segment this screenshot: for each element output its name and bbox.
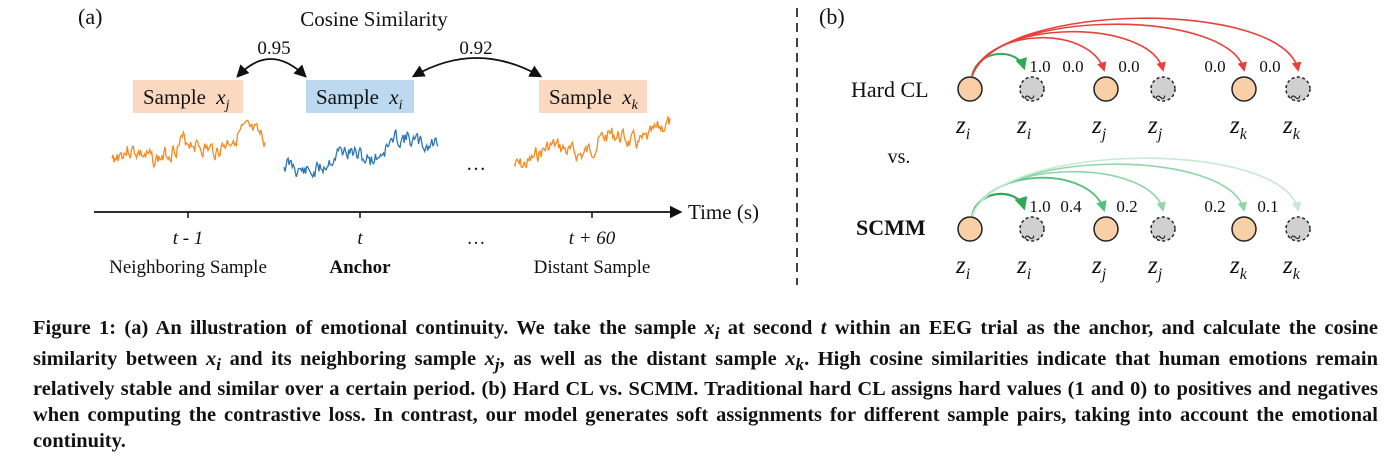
node-zk-aug [1285, 76, 1311, 102]
tick-label-right: t + 60 [569, 228, 616, 249]
node-zj [1093, 76, 1119, 102]
svg-text:~: ~ [1024, 87, 1035, 109]
scmm-arrow-zk-aug [971, 157, 1302, 217]
hard-value-2: 0.0 [1062, 57, 1083, 76]
svg-text:Sample xi: Sample xi [316, 85, 403, 113]
neighboring-sample-label: Neighboring Sample [109, 257, 267, 278]
node-zi [957, 216, 983, 242]
cosine-similarity-title: Cosine Similarity [300, 7, 448, 31]
scmm-nodes [957, 216, 1311, 242]
svg-text:Sample xj: Sample xj [143, 85, 230, 113]
scmm-value-4: 0.2 [1204, 197, 1225, 216]
scmm-value-3: 0.2 [1116, 197, 1137, 216]
svg-text:zk: zk [1229, 252, 1248, 283]
hard-arrows [971, 17, 1302, 77]
anchor-label: Anchor [329, 257, 391, 278]
figure-caption: Figure 1: (a) An illustration of emotion… [33, 317, 1378, 452]
node-zk [1231, 216, 1257, 242]
sample-i-box: Sample xi [306, 80, 414, 113]
node-zk-aug [1285, 216, 1311, 242]
node-zj-aug [1150, 76, 1176, 102]
svg-text:~: ~ [1290, 87, 1301, 109]
ellipsis-axis: … [467, 228, 486, 249]
svg-text:zj: zj [1091, 112, 1107, 143]
svg-text:zk: zk [1282, 252, 1301, 283]
tick-label-left: t - 1 [173, 228, 204, 249]
similarity-arc-left [236, 58, 307, 78]
sample-k-word: Sample [549, 85, 612, 109]
similarity-value-right: 0.92 [459, 38, 492, 59]
hard-value-4: 0.0 [1204, 57, 1225, 76]
node-zk [1231, 76, 1257, 102]
ellipsis-signals: … [466, 153, 486, 175]
node-zj-aug [1150, 216, 1176, 242]
eeg-signal-neighboring [111, 119, 266, 170]
similarity-arc-right [411, 57, 543, 78]
svg-text:zj: zj [1147, 252, 1163, 283]
hard-cl-label: Hard CL [851, 77, 929, 102]
scmm-node-labels: zi ~ zi zj ~ zj zk ~ zk [955, 227, 1301, 283]
hard-node-labels: zi ~ zi zj ~ zj zk ~ zk [955, 87, 1301, 143]
sample-i-word: Sample [316, 85, 379, 109]
svg-text:zi: zi [955, 112, 970, 143]
node-zi-aug [1019, 216, 1045, 242]
eeg-signal-anchor [283, 129, 439, 179]
svg-text:Sample xk: Sample xk [549, 85, 639, 113]
hard-value-5: 0.0 [1259, 57, 1280, 76]
hard-value-1: 1.0 [1029, 57, 1050, 76]
time-axis-label: Time (s) [688, 200, 759, 224]
sample-k-box: Sample xk [539, 80, 647, 113]
svg-text:~: ~ [1155, 227, 1166, 249]
svg-text:~: ~ [1290, 227, 1301, 249]
panel-a-label: (a) [78, 4, 102, 29]
svg-text:~: ~ [1024, 227, 1035, 249]
svg-text:zi: zi [1016, 252, 1031, 283]
hard-arrow-positive [971, 53, 1027, 77]
svg-text:zk: zk [1282, 112, 1301, 143]
node-zi [957, 76, 983, 102]
tick-label-mid: t [357, 228, 363, 249]
hard-arrow-zk-aug [971, 17, 1302, 77]
scmm-label: SCMM [856, 215, 926, 240]
scmm-arrow-positive [970, 192, 1028, 217]
svg-text:zj: zj [1091, 252, 1107, 283]
sample-j-word: Sample [143, 85, 206, 109]
node-zi-aug [1019, 76, 1045, 102]
svg-text:~: ~ [1155, 87, 1166, 109]
scmm-value-2: 0.4 [1060, 197, 1082, 216]
svg-text:zi: zi [1016, 112, 1031, 143]
similarity-value-left: 0.95 [257, 38, 290, 59]
distant-sample-label: Distant Sample [534, 257, 651, 278]
hard-value-3: 0.0 [1118, 57, 1139, 76]
svg-text:zj: zj [1147, 112, 1163, 143]
svg-text:zi: zi [955, 252, 970, 283]
node-zj [1093, 216, 1119, 242]
svg-text:zk: zk [1229, 112, 1248, 143]
hard-nodes [957, 76, 1311, 102]
hard-arrow-zk [971, 23, 1247, 77]
scmm-value-1: 1.0 [1029, 197, 1050, 216]
figure: (a) Cosine Similarity 0.95 0.92 Sample x… [78, 4, 1311, 285]
sample-j-box: Sample xj [133, 80, 243, 113]
eeg-signal-distant [513, 116, 671, 169]
scmm-arrows [970, 157, 1302, 217]
scmm-arrow-zk [971, 163, 1247, 217]
panel-b-label: (b) [819, 4, 845, 29]
vs-label: vs. [888, 146, 911, 168]
scmm-value-5: 0.1 [1257, 197, 1278, 216]
